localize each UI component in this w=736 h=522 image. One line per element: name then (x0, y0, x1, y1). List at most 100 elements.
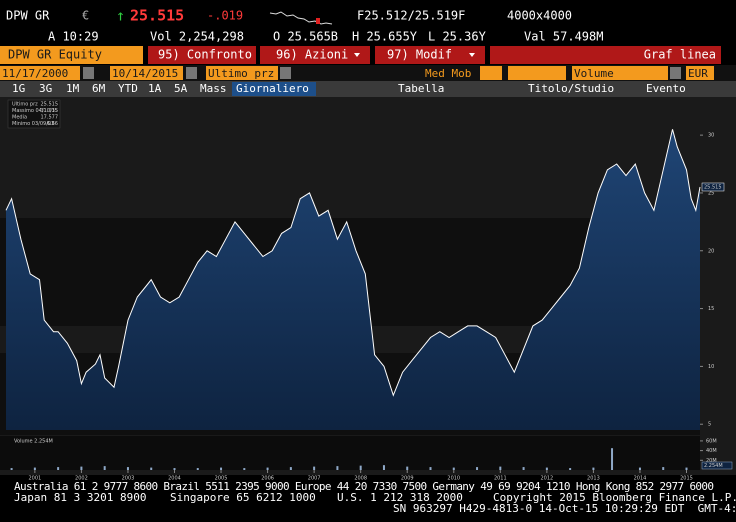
volume-bar (522, 467, 525, 470)
x-tick-label: 2009 (401, 476, 414, 482)
calendar-icon[interactable] (83, 67, 94, 79)
volume-bar (499, 466, 502, 470)
y-tick-label: 20 (708, 248, 714, 254)
legend-label: Minimo 03/09/03 (12, 121, 54, 127)
time: A 10:29 (48, 30, 99, 44)
volume-bar (569, 468, 572, 470)
x-tick-label: 2005 (215, 476, 228, 482)
volume-bar (452, 467, 455, 470)
calendar-icon[interactable] (186, 67, 197, 79)
footer-line: Singapore 65 6212 1000 (170, 491, 316, 504)
moving-average: Med Mob (425, 67, 471, 80)
volume-bar (150, 467, 153, 470)
volume-bar (80, 466, 83, 470)
field[interactable] (110, 66, 183, 80)
tool[interactable]: Tabella (398, 82, 444, 95)
range-button[interactable]: 5A (174, 82, 188, 95)
change: -.019 (207, 9, 243, 23)
period-box[interactable] (232, 82, 316, 96)
tab[interactable] (148, 46, 256, 64)
volume-legend: Volume 2.254M (14, 439, 53, 445)
area-fill (6, 129, 700, 431)
dropdown[interactable] (670, 67, 681, 79)
field[interactable] (206, 66, 278, 80)
value: Val 57.498M (524, 30, 603, 44)
legend-value: 17.577 (41, 115, 59, 121)
range-button[interactable]: 6M (92, 82, 106, 95)
last-tag (701, 182, 725, 192)
legend-label: Massimo 04/10/15 (12, 108, 58, 114)
price-line (5, 129, 701, 397)
toolbar (0, 81, 736, 97)
dropdown[interactable] (280, 67, 291, 79)
footer-line: Copyright 2015 Bloomberg Finance L.P. (493, 491, 736, 504)
volume-bar (476, 467, 479, 470)
view: Graf linea (644, 48, 716, 62)
field[interactable] (0, 66, 80, 80)
low: L 25.36Y (428, 30, 487, 44)
end-date: 10/14/2015 (112, 67, 178, 80)
sparkline (269, 11, 333, 25)
tab-label: 96) Azioni (276, 48, 348, 62)
range-button[interactable]: Mass (200, 82, 227, 95)
range-button[interactable]: 1A (148, 82, 162, 95)
field[interactable] (686, 66, 714, 80)
tab[interactable] (260, 46, 370, 64)
currency: € (82, 9, 89, 23)
size: 4000x4000 (507, 9, 572, 23)
y-tick-label: 5 (708, 422, 711, 428)
volume-bar (662, 467, 665, 470)
legend-value: 6.66 (47, 121, 58, 127)
tab-label: 97) Modif (387, 48, 452, 62)
tool[interactable]: Evento (646, 82, 686, 95)
volume-bar (429, 467, 432, 470)
footer-line: SN 963297 H429-4813-0 14-Oct-15 10:29:29… (393, 502, 736, 515)
bid-ask: F25.512/25.519F (357, 9, 465, 23)
volume-bar (685, 467, 688, 470)
footer-line: Australia 61 2 9777 8600 Brazil 5511 239… (14, 480, 714, 493)
volume-bar (382, 465, 385, 470)
x-tick-label: 2013 (587, 476, 600, 482)
volume-bar (243, 468, 246, 470)
range-button[interactable]: 1M (66, 82, 80, 95)
view-box[interactable] (490, 46, 721, 64)
field[interactable] (508, 66, 566, 80)
volume-bar (638, 467, 641, 470)
price-field: Ultimo prz (208, 67, 274, 80)
volume-bar (220, 467, 223, 470)
volume-bar (406, 466, 409, 470)
volume-bar (359, 465, 362, 470)
high: H 25.655Y (352, 30, 418, 44)
tab[interactable] (375, 46, 485, 64)
volume: Vol 2,254,298 (150, 30, 244, 44)
volume-panel (0, 436, 700, 470)
x-tick-label: 2014 (634, 476, 647, 482)
legend-value: 25.515 (41, 102, 59, 108)
tool[interactable]: Titolo/Studio (528, 82, 614, 95)
last-volume: 2.254M (704, 463, 723, 469)
legend-value: 31.035 (41, 108, 59, 114)
security-box[interactable] (0, 46, 143, 64)
range-button[interactable]: YTD (118, 82, 138, 95)
volume-bar (545, 467, 548, 470)
spark-bar (316, 18, 320, 24)
range-button[interactable]: 3G (39, 82, 52, 95)
field[interactable] (572, 66, 668, 80)
field[interactable] (480, 66, 502, 80)
legend-box (7, 99, 61, 129)
volume-bar (611, 448, 614, 470)
last-tag (701, 461, 733, 470)
dropdown-arrow (354, 53, 360, 57)
x-tick-label: 2012 (540, 476, 553, 482)
ticker: DPW GR (6, 9, 50, 23)
x-tick-label: 2007 (308, 476, 321, 482)
y-tick-label: 30 (708, 133, 714, 139)
security: DPW GR Equity (8, 48, 102, 62)
volume-bar (103, 466, 106, 470)
footer-line: U.S. 1 212 318 2000 (337, 491, 463, 504)
range-button[interactable]: 1G (12, 82, 25, 95)
volume-bar (266, 467, 269, 470)
x-tick-label: 2011 (494, 476, 507, 482)
